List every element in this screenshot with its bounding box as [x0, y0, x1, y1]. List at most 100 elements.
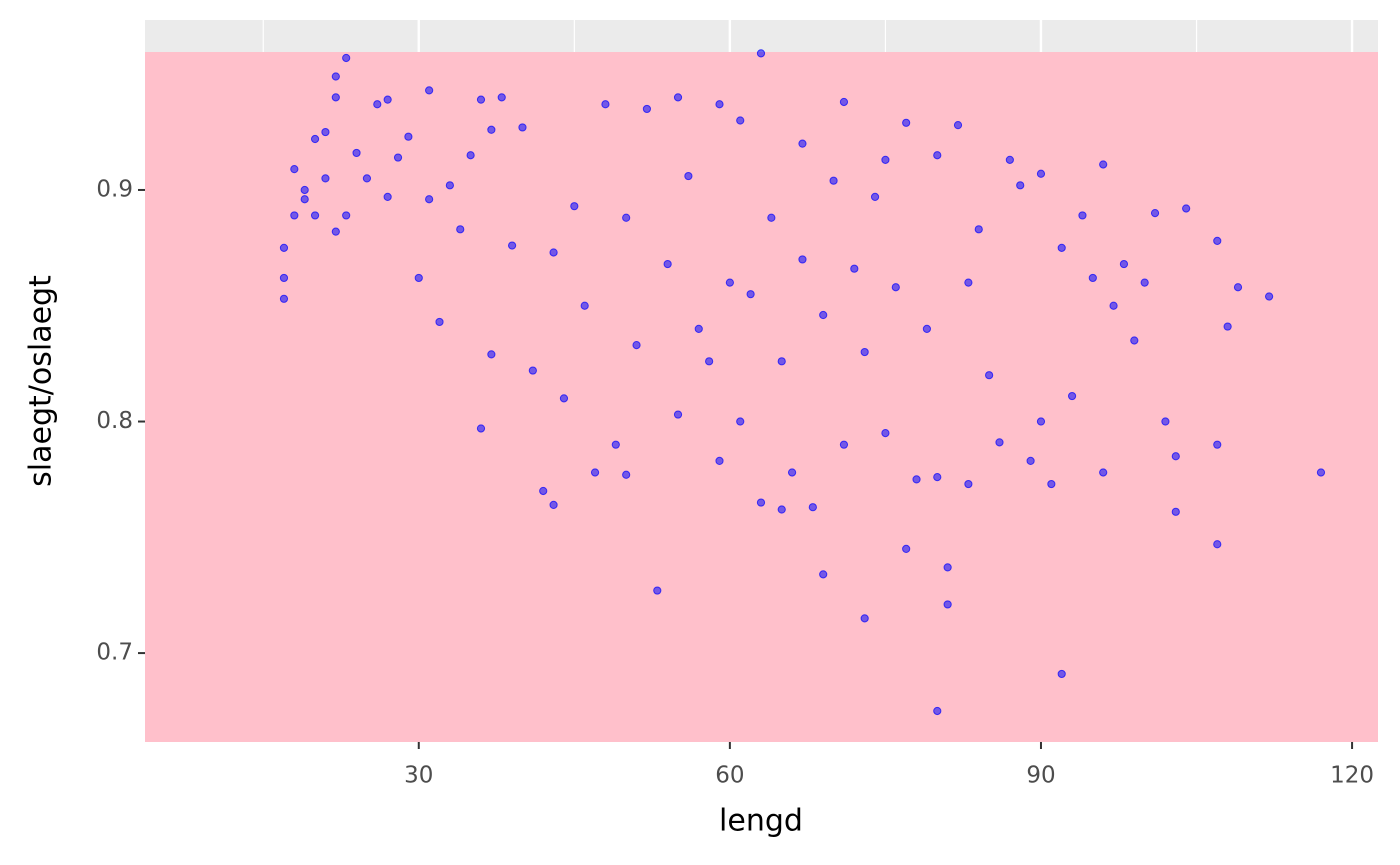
point [684, 171, 693, 181]
point [445, 181, 454, 190]
point [777, 357, 786, 366]
point [559, 394, 569, 403]
y-tick-label: 0.8 [96, 408, 133, 434]
point [933, 151, 942, 160]
point [736, 417, 745, 426]
point [798, 255, 807, 264]
point [362, 174, 372, 183]
point [922, 324, 932, 333]
point [393, 153, 403, 162]
point [279, 294, 289, 303]
point [912, 475, 921, 484]
point [290, 165, 299, 174]
point [1099, 468, 1108, 477]
x-tick-label: 60 [715, 763, 744, 789]
point [974, 225, 983, 234]
point [497, 93, 506, 102]
point [943, 563, 952, 572]
point [808, 503, 817, 512]
point [476, 424, 486, 433]
point [528, 366, 537, 375]
point [881, 429, 890, 438]
point [964, 479, 973, 489]
point [860, 614, 869, 623]
point [653, 586, 662, 595]
point [279, 273, 289, 283]
point [756, 498, 766, 507]
point [279, 243, 289, 252]
point [601, 100, 610, 109]
point [1036, 169, 1046, 178]
point [632, 341, 641, 350]
point [1223, 322, 1232, 331]
point [1171, 507, 1180, 516]
point [622, 213, 631, 222]
point [1005, 155, 1014, 164]
point [860, 347, 869, 357]
point [539, 486, 548, 496]
point [622, 470, 631, 479]
point [933, 472, 942, 482]
point [331, 72, 340, 81]
point [839, 97, 849, 107]
y-tick-label: 0.9 [96, 176, 133, 202]
point [850, 264, 859, 273]
point [300, 195, 309, 204]
point [383, 192, 392, 202]
point [1316, 468, 1326, 477]
point [1109, 301, 1118, 310]
point [1171, 452, 1180, 461]
point [404, 132, 413, 141]
point [300, 185, 309, 195]
point [933, 706, 942, 716]
point [435, 317, 444, 327]
point [414, 273, 423, 283]
point [1265, 292, 1274, 301]
point [611, 440, 620, 449]
point [476, 95, 486, 104]
point [342, 211, 351, 220]
point [1182, 204, 1191, 213]
highlight-rect [145, 52, 1378, 742]
point [290, 211, 299, 220]
point [425, 86, 434, 95]
point [1213, 540, 1222, 549]
point [891, 283, 900, 292]
point [321, 127, 330, 137]
point [870, 192, 880, 202]
point [1057, 669, 1066, 679]
point [549, 500, 558, 509]
point [1099, 160, 1108, 169]
point [508, 241, 517, 250]
point [943, 600, 952, 609]
point [746, 290, 755, 299]
point [1233, 283, 1243, 292]
point [1067, 391, 1077, 401]
point [310, 211, 320, 220]
point [725, 278, 734, 287]
point [1036, 417, 1046, 426]
point [819, 310, 828, 320]
x-tick-label: 120 [1330, 763, 1374, 789]
point [373, 100, 382, 109]
point [1130, 336, 1139, 345]
point [985, 371, 994, 380]
point [902, 118, 911, 127]
point [715, 456, 724, 465]
point [518, 123, 527, 132]
point [1119, 259, 1129, 269]
point [331, 93, 340, 102]
point [1047, 479, 1056, 489]
point [1057, 243, 1066, 252]
point [736, 116, 745, 125]
point [715, 100, 724, 109]
point [570, 202, 579, 211]
point [995, 438, 1004, 447]
point [1026, 456, 1035, 465]
points [279, 49, 1326, 716]
point [1088, 273, 1097, 283]
y-tick-label: 0.7 [96, 640, 133, 666]
point [663, 259, 672, 269]
point [1078, 211, 1087, 220]
point [642, 104, 652, 114]
